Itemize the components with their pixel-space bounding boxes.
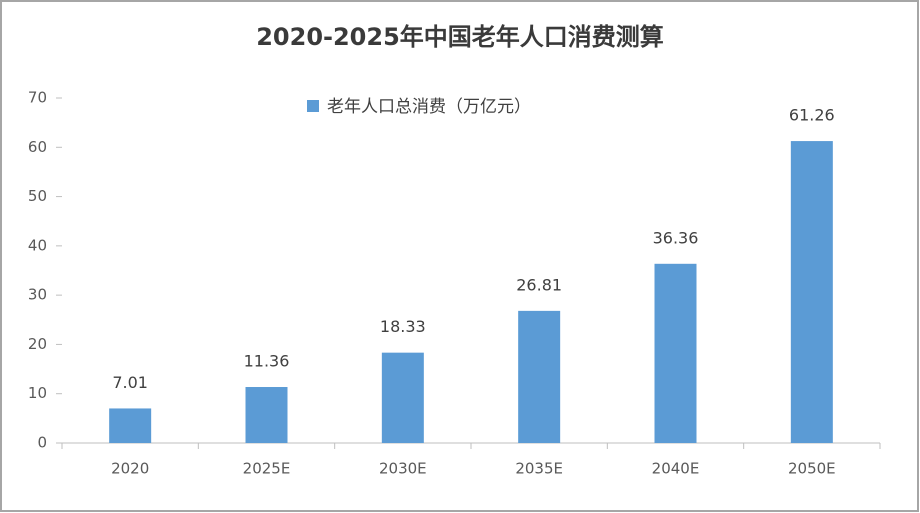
y-tick-label: 40 — [28, 236, 47, 254]
x-tick-label: 2040E — [652, 460, 700, 478]
x-tick-label: 2030E — [379, 460, 427, 478]
data-label: 7.01 — [112, 373, 148, 392]
bar — [109, 408, 152, 443]
bar — [790, 141, 833, 443]
y-tick-label: 70 — [28, 89, 47, 107]
x-tick-label: 2020 — [111, 460, 149, 478]
x-tick-label: 2025E — [243, 460, 291, 478]
y-tick-label: 20 — [28, 335, 47, 353]
y-tick-label: 30 — [28, 286, 47, 304]
bar — [654, 263, 697, 443]
bar — [245, 387, 288, 443]
chart-title: 2020-2025年中国老年人口消费测算 — [256, 23, 664, 51]
y-tick-label: 60 — [28, 138, 47, 156]
x-tick-label: 2035E — [515, 460, 563, 478]
data-label: 36.36 — [653, 228, 699, 247]
data-label: 61.26 — [789, 106, 835, 125]
legend-swatch — [307, 100, 319, 112]
legend-label: 老年人口总消费（万亿元） — [327, 97, 531, 117]
y-tick-label: 50 — [28, 187, 47, 205]
bar — [518, 310, 561, 443]
y-tick-label: 10 — [28, 384, 47, 402]
data-label: 11.36 — [244, 352, 290, 371]
x-tick-label: 2050E — [788, 460, 836, 478]
data-label: 18.33 — [380, 317, 426, 336]
bar — [381, 352, 424, 443]
data-label: 26.81 — [516, 275, 562, 294]
y-tick-label: 0 — [37, 434, 47, 452]
